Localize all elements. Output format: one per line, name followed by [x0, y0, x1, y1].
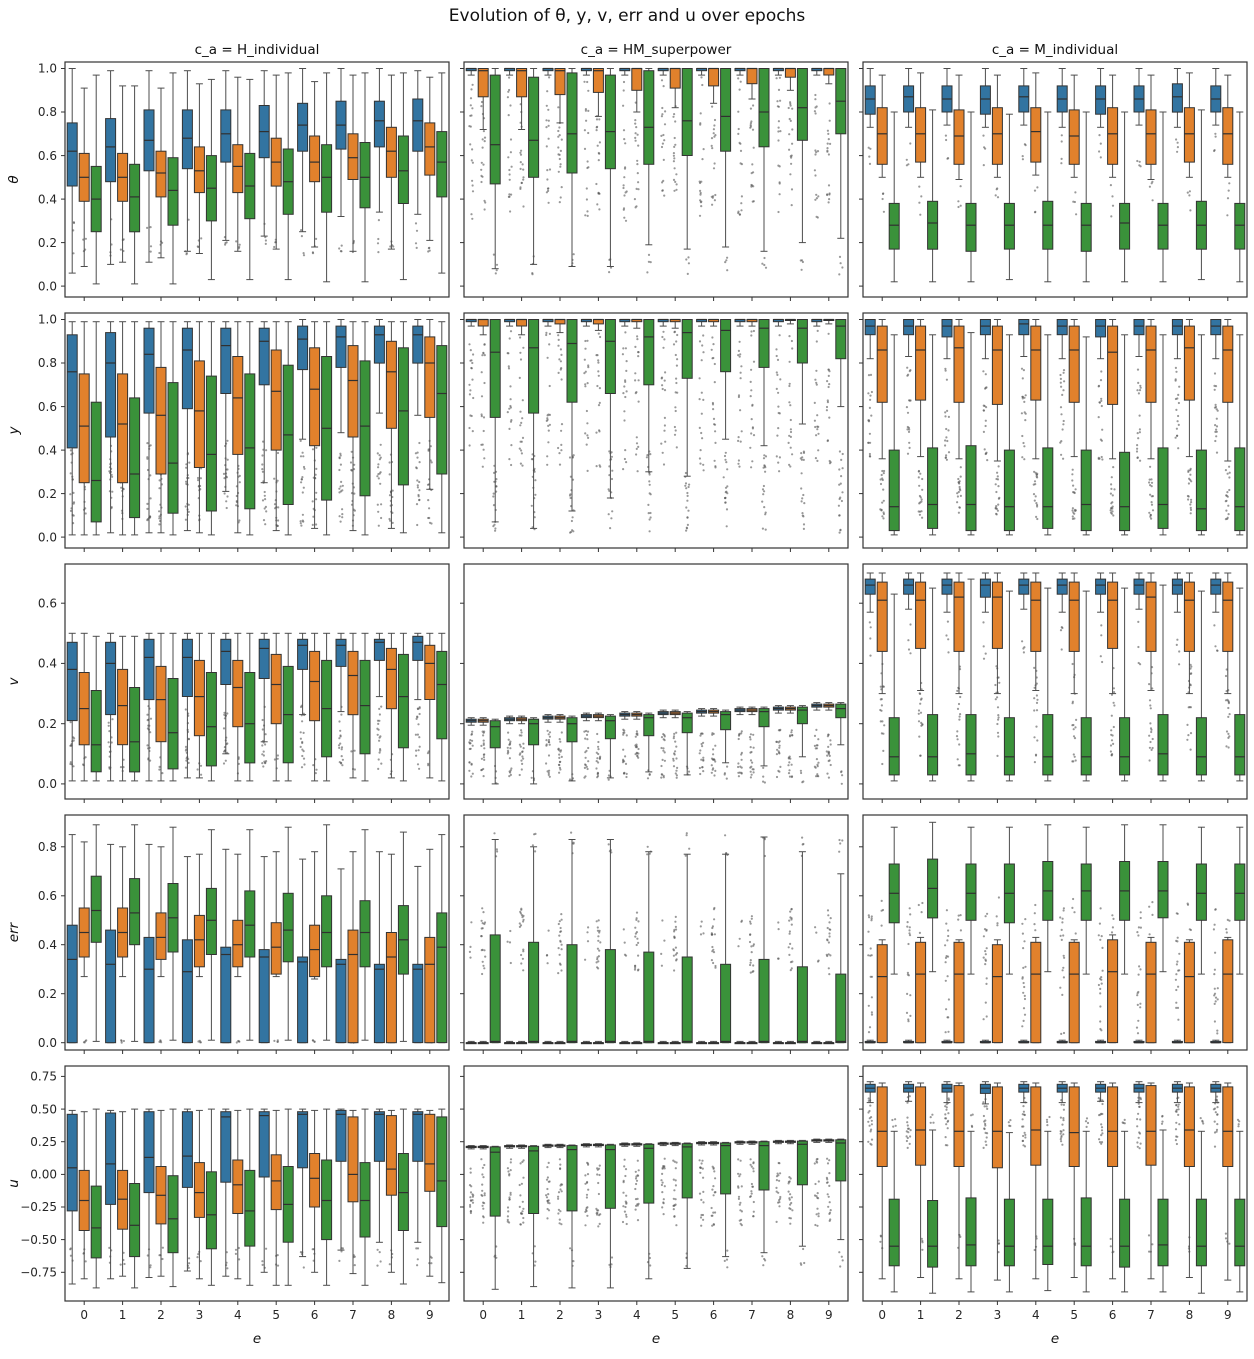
x-tick-label: 6: [311, 1308, 319, 1322]
x-tick-label: 7: [349, 1308, 357, 1322]
x-axis-label: e: [253, 1331, 261, 1347]
subplot-r4c0: 0.75 0.50 0.25 0.00 −0.25 −0.50 −0.75 0 1 2 3 4 5 6 7 8…: [20, 1065, 450, 1347]
y-axis-label: y: [6, 426, 22, 436]
y-tick-label: −0.75: [20, 1266, 57, 1280]
x-tick-label: 4: [234, 1308, 242, 1322]
y-tick-label: 0.6: [38, 596, 57, 610]
x-tick-label: 0: [479, 1308, 487, 1322]
x-tick-label: 5: [671, 1308, 679, 1322]
y-tick-label: 0.50: [30, 1102, 57, 1116]
subplot-r1c0: 1.0 0.8 0.6 0.4 0.2 0.0: [38, 312, 450, 552]
subplot-r0c1: c_a = HM_superpower: [460, 42, 849, 301]
subplot-r1c2: [859, 312, 1248, 552]
x-axis-label: e: [1051, 1331, 1059, 1347]
y-tick-label: −0.25: [20, 1200, 57, 1214]
y-tick-label: 0.75: [30, 1070, 57, 1084]
y-tick-label: 0.8: [38, 356, 57, 370]
x-tick-label: 3: [994, 1308, 1002, 1322]
x-tick-label: 2: [157, 1308, 165, 1322]
x-tick-label: 4: [633, 1308, 641, 1322]
x-tick-label: 2: [556, 1308, 564, 1322]
subplot-r0c0: 1.0 0.8 0.6 0.4 0.2 0.0 c_a = H_individual: [38, 42, 450, 301]
y-tick-label: 0.0: [38, 777, 57, 791]
y-tick-label: 0.4: [38, 938, 57, 952]
x-axis-label: e: [652, 1331, 660, 1347]
subplot-r4c1: 0 1 2 3 4 5 6 7 8 9 e: [460, 1065, 849, 1347]
x-tick-label: 3: [196, 1308, 204, 1322]
y-tick-label: 0.6: [38, 149, 57, 163]
x-tick-label: 7: [1147, 1308, 1155, 1322]
facet-title: c_a = M_individual: [992, 42, 1118, 58]
x-tick-label: 0: [80, 1308, 88, 1322]
subplot-r2c2: [859, 563, 1248, 803]
y-tick-label: 1.0: [38, 62, 57, 76]
y-tick-label: 1.0: [38, 313, 57, 327]
subplot-r2c1: [460, 563, 849, 803]
y-tick-label: 0.8: [38, 105, 57, 119]
facet-title: c_a = HM_superpower: [581, 42, 732, 58]
y-tick-label: 0.4: [38, 657, 57, 671]
x-tick-label: 8: [787, 1308, 795, 1322]
facet-title: c_a = H_individual: [195, 42, 320, 58]
y-tick-label: 0.6: [38, 889, 57, 903]
y-tick-label: −0.50: [20, 1233, 57, 1247]
x-tick-label: 8: [388, 1308, 396, 1322]
x-tick-label: 9: [1224, 1308, 1232, 1322]
y-tick-label: 0.2: [38, 987, 57, 1001]
y-tick-label: 0.0: [38, 1036, 57, 1050]
y-axis-label: u: [6, 1179, 22, 1188]
subplot-r0c2: c_a = M_individual: [859, 42, 1248, 301]
x-tick-label: 0: [878, 1308, 886, 1322]
y-axis-label: err: [6, 921, 22, 942]
y-tick-label: 0.4: [38, 443, 57, 457]
y-axis-label: v: [6, 677, 22, 686]
x-tick-label: 5: [1070, 1308, 1078, 1322]
x-tick-label: 8: [1186, 1308, 1194, 1322]
y-tick-label: 0.2: [38, 236, 57, 250]
subplot-r1c1: [460, 312, 849, 552]
y-axis-label: θ: [6, 175, 22, 183]
x-tick-label: 9: [426, 1308, 434, 1322]
figure-title: Evolution of θ, y, v, err and u over epo…: [448, 6, 806, 26]
y-tick-label: 0.25: [30, 1135, 57, 1149]
y-tick-label: 0.8: [38, 840, 57, 854]
subplot-r3c1: [460, 814, 849, 1054]
x-tick-label: 2: [955, 1308, 963, 1322]
x-tick-label: 9: [825, 1308, 833, 1322]
y-tick-label: 0.2: [38, 487, 57, 501]
x-tick-label: 1: [119, 1308, 127, 1322]
y-tick-label: 0.2: [38, 717, 57, 731]
y-tick-label: 0.6: [38, 400, 57, 414]
x-tick-label: 6: [710, 1308, 718, 1322]
x-tick-label: 4: [1032, 1308, 1040, 1322]
y-tick-label: 0.4: [38, 192, 57, 206]
y-tick-label: 0.00: [30, 1168, 57, 1182]
x-tick-label: 5: [272, 1308, 280, 1322]
x-tick-label: 1: [917, 1308, 925, 1322]
subplot-r2c0: 0.6 0.4 0.2 0.0: [38, 563, 450, 803]
subplot-r3c2: [859, 814, 1248, 1054]
x-tick-label: 6: [1109, 1308, 1117, 1322]
subplot-r3c0: 0.8 0.6 0.4 0.2 0.0: [38, 814, 450, 1054]
x-tick-label: 7: [748, 1308, 756, 1322]
x-tick-label: 1: [518, 1308, 526, 1322]
x-tick-label: 3: [595, 1308, 603, 1322]
y-tick-label: 0.0: [38, 530, 57, 544]
y-tick-label: 0.0: [38, 279, 57, 293]
subplot-r4c2: 0 1 2 3 4 5 6 7 8 9 e: [859, 1065, 1248, 1347]
